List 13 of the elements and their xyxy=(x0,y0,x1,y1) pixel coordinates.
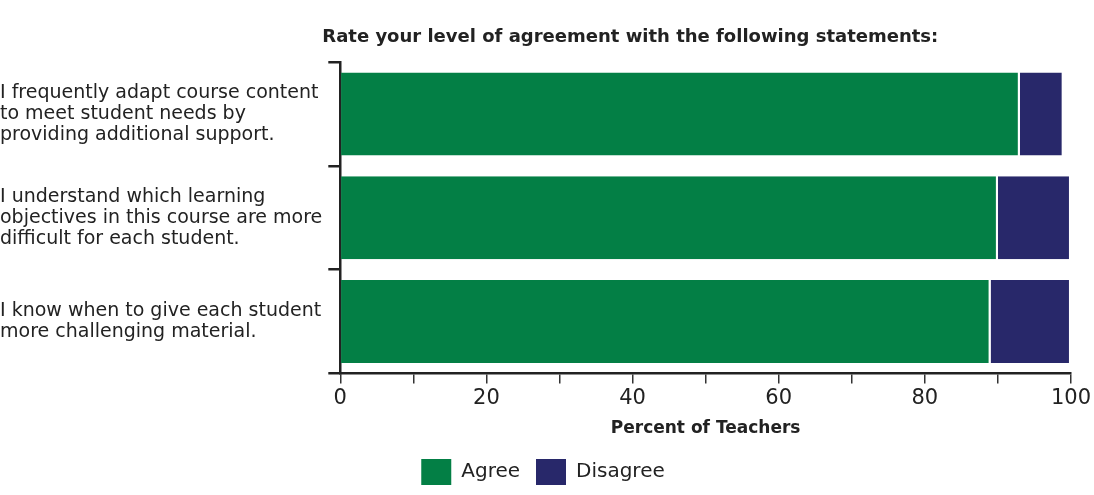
x-axis-title: Percent of Teachers xyxy=(610,417,801,438)
legend-label: Disagree xyxy=(576,458,665,483)
x-tick-label: 60 xyxy=(765,385,793,410)
x-tick-label: 80 xyxy=(911,385,939,410)
x-tick-label: 40 xyxy=(619,385,646,410)
y-tick-label: I understand which learning objectives in this course are more difficult for each student. xyxy=(0,183,323,248)
x-tick-label: 100 xyxy=(1050,385,1092,410)
y-tick-label: I know when to give each student more challenging material. xyxy=(0,297,322,341)
y-tick-label: I frequently adapt course content to meet student needs by providing additional support. xyxy=(0,79,319,144)
x-tick-label: 20 xyxy=(473,385,500,410)
x-tick-label: 0 xyxy=(333,385,347,410)
chart-title: Rate your level of agreement with the following statements: xyxy=(322,25,939,46)
legend-label: Agree xyxy=(461,458,521,483)
